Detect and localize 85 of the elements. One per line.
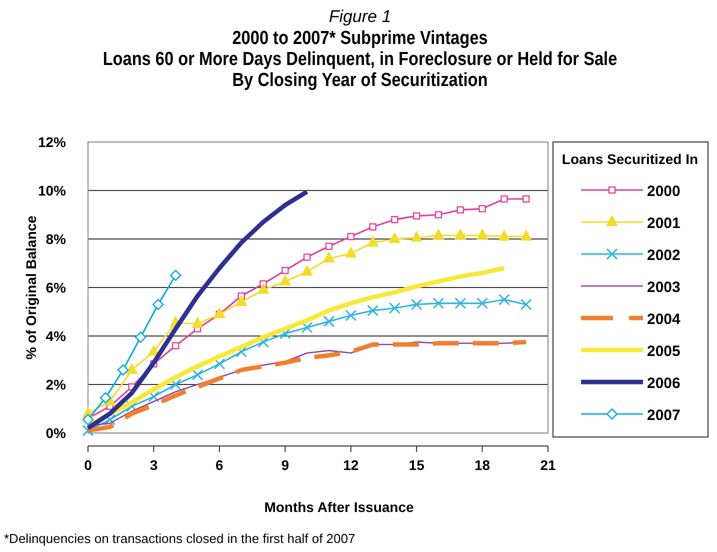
point xyxy=(303,254,311,261)
point xyxy=(323,316,335,328)
legend-label: 2006 xyxy=(647,375,680,392)
x-tick-label: 9 xyxy=(281,457,290,473)
line-series xyxy=(86,189,310,430)
point xyxy=(235,295,248,306)
y-tick-label: 0% xyxy=(46,425,67,441)
x-tick-label: 18 xyxy=(474,457,490,473)
point xyxy=(134,332,146,343)
point xyxy=(388,232,401,243)
y-tick-label: 8% xyxy=(46,231,67,247)
point xyxy=(279,274,292,286)
y-axis-title: % of Original Balance xyxy=(23,215,39,360)
point xyxy=(322,251,335,262)
y-tick-label: 10% xyxy=(38,182,67,198)
point xyxy=(279,328,291,340)
point xyxy=(100,392,112,404)
point xyxy=(520,298,532,310)
point xyxy=(520,230,532,241)
point xyxy=(170,270,182,282)
legend-label: 2001 xyxy=(647,215,680,232)
point xyxy=(498,230,510,241)
point xyxy=(301,264,314,276)
point xyxy=(454,298,466,310)
x-tick-label: 12 xyxy=(343,457,359,473)
point xyxy=(214,358,226,370)
point xyxy=(192,369,204,381)
point xyxy=(410,298,422,310)
point xyxy=(104,414,116,426)
point xyxy=(432,298,444,310)
point xyxy=(344,246,357,258)
point xyxy=(432,228,444,240)
legend-label: 2007 xyxy=(647,407,680,424)
y-tick-label: 12% xyxy=(38,134,67,150)
x-tick-label: 3 xyxy=(150,457,158,473)
point xyxy=(367,304,379,316)
y-tick-label: 2% xyxy=(46,376,67,392)
point xyxy=(456,206,464,214)
legend-label: 2000 xyxy=(647,183,680,200)
point xyxy=(500,195,508,203)
point xyxy=(345,310,357,322)
point xyxy=(126,362,138,374)
point xyxy=(476,228,488,240)
point xyxy=(152,298,164,310)
point xyxy=(170,378,182,390)
chart-title: Figure 1 xyxy=(328,7,392,26)
point xyxy=(476,298,488,310)
point xyxy=(434,211,442,218)
point xyxy=(412,212,420,220)
point xyxy=(347,232,354,240)
point xyxy=(282,266,289,274)
point xyxy=(257,336,269,348)
point xyxy=(301,322,313,334)
x-tick-label: 0 xyxy=(84,457,92,473)
point xyxy=(522,195,530,203)
y-tick-label: 4% xyxy=(46,328,67,344)
point xyxy=(148,390,160,402)
chart-subtitle: 2000 to 2007* Subprime Vintages Loans 60 or More Days Delinquent, in Foreclosure or Held for Sale By Closing Year of Securitization xyxy=(102,26,618,90)
legend-label: 2005 xyxy=(647,343,680,360)
x-tick-label: 15 xyxy=(408,457,425,473)
legend-label: 2003 xyxy=(647,279,680,296)
point xyxy=(325,242,333,250)
point xyxy=(391,216,398,224)
text: *Delinquencies on transactions closed in the first half of 2007 xyxy=(4,531,356,546)
y-tick-label: 6% xyxy=(46,280,67,296)
point xyxy=(454,228,466,240)
point xyxy=(478,205,486,212)
point xyxy=(192,316,204,328)
point xyxy=(369,223,376,230)
point xyxy=(236,346,248,358)
legend-title: Loans Securitized In xyxy=(562,151,698,167)
point xyxy=(498,294,510,306)
point xyxy=(257,282,270,294)
x-axis-title: Months After Issuance xyxy=(264,499,414,515)
point xyxy=(213,307,226,318)
point xyxy=(388,302,400,314)
x-tick-label: 6 xyxy=(216,457,224,473)
point xyxy=(117,364,129,376)
x-tick-label: 21 xyxy=(540,457,556,473)
point xyxy=(366,236,379,247)
legend-label: 2004 xyxy=(647,311,682,328)
point xyxy=(410,230,423,242)
point xyxy=(172,342,180,350)
legend-label: 2002 xyxy=(647,247,680,264)
point xyxy=(82,414,94,426)
